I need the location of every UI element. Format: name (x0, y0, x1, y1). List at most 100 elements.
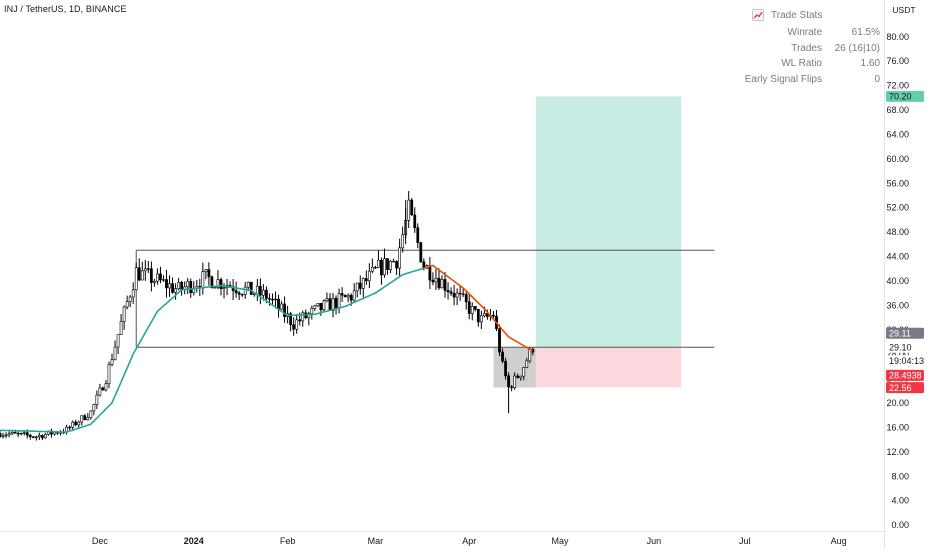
candle (204, 269, 208, 273)
candle (428, 265, 432, 281)
stats-label: Winrate (787, 27, 822, 39)
candle (473, 306, 477, 310)
candle (31, 436, 35, 438)
candle (16, 432, 20, 435)
candle (437, 277, 441, 289)
price-badge-target (886, 90, 924, 102)
candle (307, 313, 311, 318)
candle (449, 291, 453, 294)
candle (180, 282, 184, 290)
candle (355, 282, 359, 292)
y-tick-label: 44.00 (886, 252, 909, 262)
ma-line-falling (423, 264, 534, 352)
candle (0, 433, 2, 437)
y-tick-label: 72.00 (886, 81, 909, 91)
candle (479, 315, 483, 323)
candle (310, 308, 314, 314)
symbol-title[interactable]: INJ / TetherUS, 1D, BINANCE (4, 4, 127, 14)
candle (107, 364, 111, 384)
candle (22, 432, 26, 434)
candle (122, 306, 126, 322)
candle (77, 421, 81, 426)
candle (40, 435, 44, 439)
candle (255, 285, 259, 295)
candle (319, 303, 323, 311)
candle (89, 410, 93, 418)
candle (146, 268, 150, 270)
candle (343, 294, 347, 298)
candle (25, 432, 29, 436)
price-badge-text-stop: 22.56 (889, 383, 912, 393)
candle (431, 279, 435, 283)
candle (165, 279, 168, 289)
candle (464, 294, 468, 303)
y-tick-label: 20.00 (886, 398, 909, 408)
candle (116, 334, 120, 348)
candle (407, 199, 411, 221)
candle (410, 199, 414, 216)
candle (298, 319, 302, 322)
candle (68, 426, 72, 429)
candle (316, 303, 320, 307)
candle (334, 298, 338, 309)
candle (34, 436, 38, 438)
candle (301, 312, 305, 322)
candle (134, 267, 138, 291)
target-zone (535, 96, 682, 348)
candle (352, 290, 356, 301)
candle (222, 287, 226, 289)
currency-label: USDT (892, 5, 915, 15)
candle (313, 305, 317, 309)
candle (413, 214, 417, 229)
trade-stats-panel: Trade Stats Winrate 61.5% Trades 26 (16|… (742, 8, 880, 87)
candle (528, 349, 532, 362)
candle (358, 282, 362, 289)
candle (95, 394, 99, 405)
x-tick-label: 2024 (184, 536, 204, 546)
candle (13, 431, 17, 434)
candle (476, 309, 480, 323)
candle (186, 281, 190, 288)
x-tick-label: Apr (462, 536, 476, 546)
candle (168, 283, 171, 289)
candle (380, 259, 383, 276)
candle (395, 260, 398, 269)
candle (4, 434, 8, 437)
x-tick-label: Aug (831, 536, 847, 546)
candle (325, 298, 329, 302)
y-tick-label: 4.00 (891, 496, 909, 506)
candle (349, 295, 353, 301)
candle (370, 267, 374, 272)
candle (101, 387, 105, 391)
trade-stats-title: Trade Stats (771, 9, 823, 21)
candle (346, 295, 350, 298)
stats-row-trades: Trades 26 (16|10) (742, 41, 880, 57)
candle (207, 269, 211, 278)
y-tick-label: 64.00 (886, 129, 909, 139)
candle (482, 313, 486, 317)
candle (361, 278, 365, 289)
candle (80, 415, 84, 423)
candle (149, 268, 153, 283)
candle (7, 433, 11, 436)
candle (271, 298, 274, 301)
stats-value: 61.5% (851, 27, 880, 39)
trade-stats-header: Trade Stats (752, 8, 880, 22)
candle (289, 313, 293, 326)
y-tick-label: 0.00 (891, 520, 909, 530)
candle (522, 367, 526, 377)
y-tick-label: 28.00 (886, 349, 909, 359)
candle (128, 296, 132, 302)
candle (280, 303, 283, 310)
y-tick-label: 12.00 (886, 447, 909, 457)
candle (501, 351, 504, 362)
price-badge-countdown (886, 355, 924, 367)
candle (86, 417, 90, 421)
candle (377, 259, 380, 268)
candle (92, 404, 96, 412)
price-badge-text-countdown: 19:04:13 (889, 356, 924, 366)
candle (525, 360, 529, 368)
candle (28, 434, 32, 438)
